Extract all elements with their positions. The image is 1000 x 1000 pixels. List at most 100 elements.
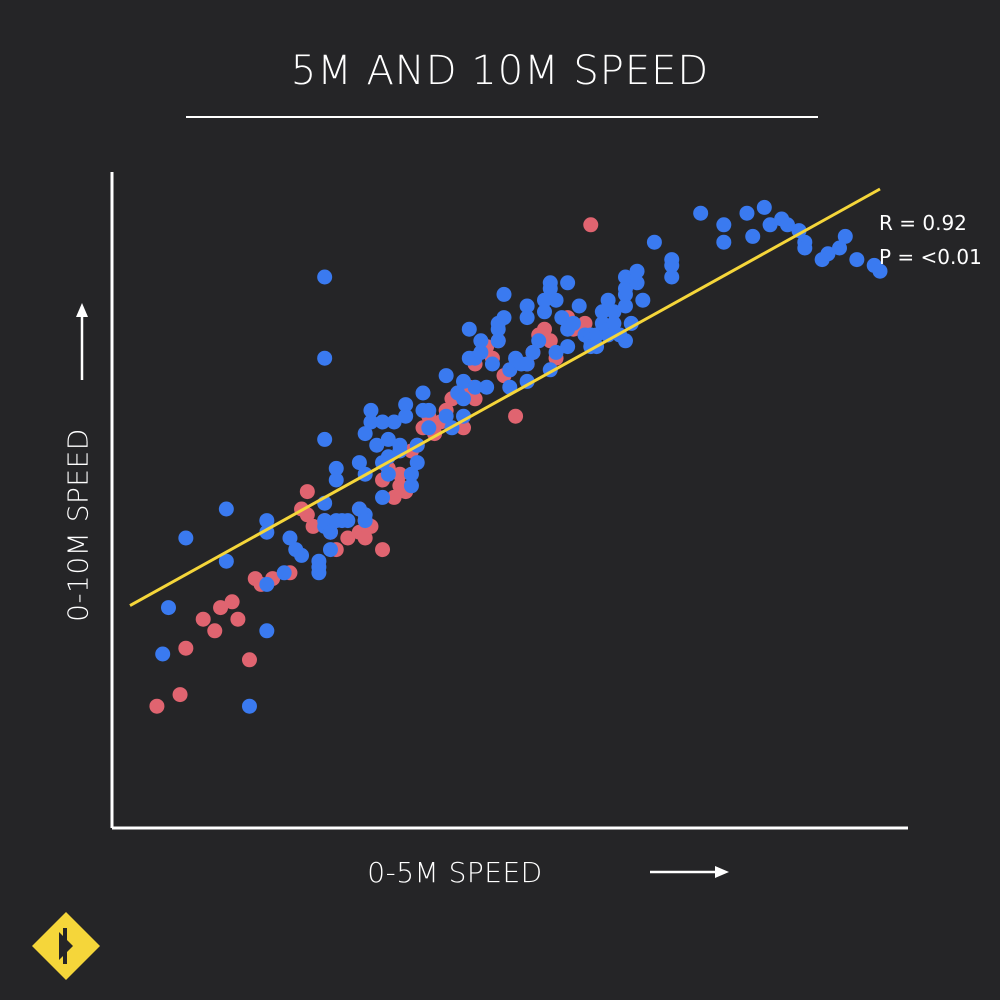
data-point — [392, 437, 408, 453]
data-point — [536, 321, 552, 337]
data-point — [508, 408, 524, 424]
data-point — [531, 333, 547, 349]
data-point — [484, 356, 500, 372]
data-point — [519, 373, 535, 389]
title-divider — [186, 116, 818, 118]
data-point — [149, 698, 165, 714]
data-point — [363, 414, 379, 430]
data-point — [606, 304, 622, 320]
data-point — [398, 397, 414, 413]
data-point — [664, 269, 680, 285]
data-point — [403, 478, 419, 494]
data-point — [456, 373, 472, 389]
data-point — [565, 315, 581, 331]
data-point — [357, 530, 373, 546]
data-point — [403, 466, 419, 482]
data-point — [617, 281, 633, 297]
data-point — [172, 687, 188, 703]
data-point — [536, 292, 552, 308]
correlation-stats: R = 0.92 P = <0.01 — [879, 206, 982, 274]
data-point — [218, 501, 234, 517]
data-point — [872, 263, 888, 279]
data-point — [797, 240, 813, 256]
data-point — [317, 513, 333, 529]
data-point — [577, 315, 593, 331]
data-point — [340, 530, 356, 546]
data-point — [502, 362, 518, 378]
data-point — [606, 315, 622, 331]
data-point — [241, 698, 257, 714]
data-point — [617, 298, 633, 314]
data-point — [421, 420, 437, 436]
data-point — [375, 542, 391, 558]
data-point — [317, 350, 333, 366]
data-point — [317, 431, 333, 447]
data-point — [600, 292, 616, 308]
data-point — [479, 379, 495, 395]
data-point — [693, 205, 709, 221]
data-point — [375, 414, 391, 430]
data-point — [299, 507, 315, 523]
data-point — [496, 286, 512, 302]
data-point — [155, 646, 171, 662]
data-point — [224, 594, 240, 610]
data-point — [716, 234, 732, 250]
data-point — [282, 530, 298, 546]
data-point — [536, 304, 552, 320]
data-point — [386, 414, 402, 430]
data-point — [473, 344, 489, 360]
data-point — [623, 315, 639, 331]
data-point — [629, 263, 645, 279]
data-point — [519, 298, 535, 314]
data-point — [554, 310, 570, 326]
x-axis-label: 0-5M SPEED — [367, 856, 543, 889]
data-point — [456, 391, 472, 407]
data-point — [305, 518, 321, 534]
data-point — [276, 565, 292, 581]
data-point — [317, 269, 333, 285]
data-point — [294, 547, 310, 563]
data-point — [496, 310, 512, 326]
data-point — [259, 576, 275, 592]
data-point — [629, 275, 645, 291]
data-point — [386, 489, 402, 505]
data-point — [357, 426, 373, 442]
data-point — [369, 437, 385, 453]
data-point — [525, 344, 541, 360]
data-point — [322, 524, 338, 540]
data-point — [490, 333, 506, 349]
data-point — [762, 217, 778, 233]
data-point — [357, 513, 373, 529]
data-point — [438, 368, 454, 384]
x-axis-arrow — [650, 866, 729, 878]
data-point — [716, 217, 732, 233]
data-point — [363, 402, 379, 418]
data-point — [409, 455, 425, 471]
data-point — [351, 455, 367, 471]
r-value-annotation: R = 0.92 — [879, 211, 967, 235]
data-points — [149, 199, 888, 714]
data-point — [230, 611, 246, 627]
data-point — [589, 327, 605, 343]
data-point — [415, 385, 431, 401]
data-point — [548, 292, 564, 308]
data-point — [832, 240, 848, 256]
data-point — [837, 228, 853, 244]
data-point — [849, 252, 865, 268]
data-point — [160, 600, 176, 616]
data-point — [739, 205, 755, 221]
data-point — [664, 257, 680, 273]
data-point — [583, 217, 599, 233]
data-point — [756, 199, 772, 215]
data-point — [241, 652, 257, 668]
data-point — [421, 402, 437, 418]
data-point — [195, 611, 211, 627]
data-point — [299, 484, 315, 500]
data-point — [392, 466, 408, 482]
data-point — [617, 269, 633, 285]
data-point — [779, 217, 795, 233]
data-point — [594, 304, 610, 320]
p-value-annotation: P = <0.01 — [879, 245, 982, 269]
data-point — [328, 472, 344, 488]
data-point — [178, 640, 194, 656]
